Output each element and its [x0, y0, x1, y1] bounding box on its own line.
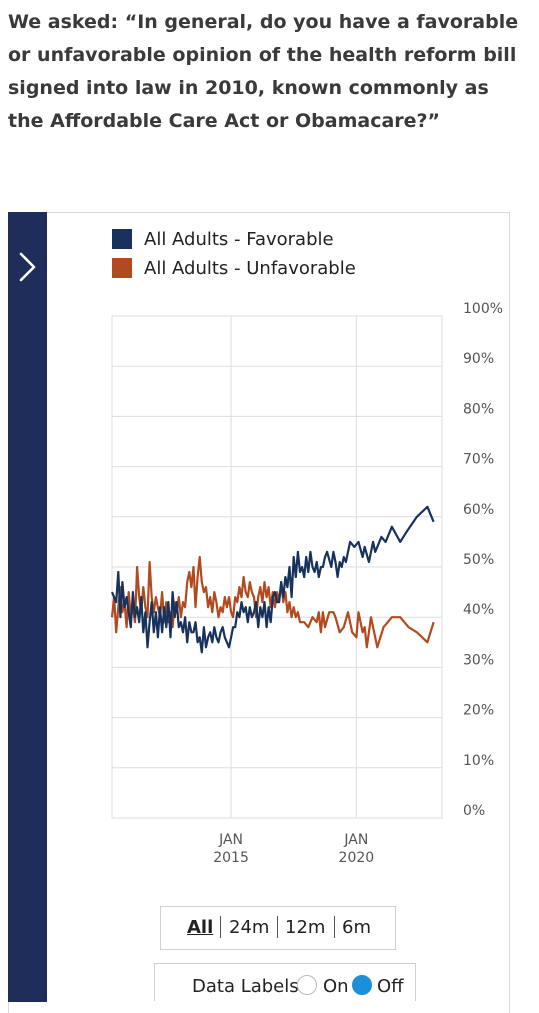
range-separator — [220, 916, 221, 938]
chevron-right-icon[interactable] — [17, 250, 39, 289]
y-tick-label: 30% — [463, 652, 494, 668]
legend-swatch-favorable — [112, 229, 132, 249]
range-all[interactable]: All — [187, 917, 214, 938]
question-text: We asked: “In general, do you have a fav… — [8, 11, 519, 132]
range-12m[interactable]: 12m — [285, 917, 326, 938]
data-labels-toggle: Data Labels On Off — [154, 963, 416, 1001]
series-line-unfavorable — [110, 555, 435, 649]
range-separator — [277, 916, 278, 938]
y-tick-label: 90% — [463, 351, 494, 367]
line-chart: 100% 90% 80% 70% 60% 50% 40% 30% 20% 10% 0% JAN 2015… — [110, 301, 503, 866]
y-tick-label: 0% — [463, 803, 485, 819]
range-selector: All 24m 12m 6m — [160, 906, 396, 950]
sidebar-toggle[interactable] — [8, 212, 47, 1002]
y-tick-label: 10% — [463, 753, 494, 769]
legend-swatch-unfavorable — [112, 258, 132, 278]
y-tick-label: 100% — [463, 301, 503, 317]
range-6m[interactable]: 6m — [342, 917, 371, 938]
data-labels-title: Data Labels — [192, 976, 299, 997]
radio-on-label[interactable]: On — [323, 976, 349, 997]
y-tick-label: 60% — [463, 502, 494, 518]
x-tick-label: JAN — [218, 832, 243, 848]
series-line-favorable — [110, 505, 435, 654]
y-tick-label: 70% — [463, 452, 494, 468]
radio-off[interactable] — [352, 975, 372, 995]
x-tick-label: 2020 — [339, 850, 375, 866]
range-24m[interactable]: 24m — [229, 917, 270, 938]
y-tick-label: 40% — [463, 602, 494, 618]
x-tick-label: JAN — [343, 832, 368, 848]
radio-off-label[interactable]: Off — [377, 976, 404, 997]
legend-label-unfavorable: All Adults - Unfavorable — [144, 258, 356, 279]
legend-label-favorable: All Adults - Favorable — [144, 229, 334, 250]
range-separator — [334, 916, 335, 938]
x-tick-label: 2015 — [213, 850, 249, 866]
y-tick-label: 20% — [463, 703, 494, 719]
y-tick-label: 50% — [463, 552, 494, 568]
y-tick-label: 80% — [463, 401, 494, 417]
radio-on[interactable] — [297, 975, 317, 995]
